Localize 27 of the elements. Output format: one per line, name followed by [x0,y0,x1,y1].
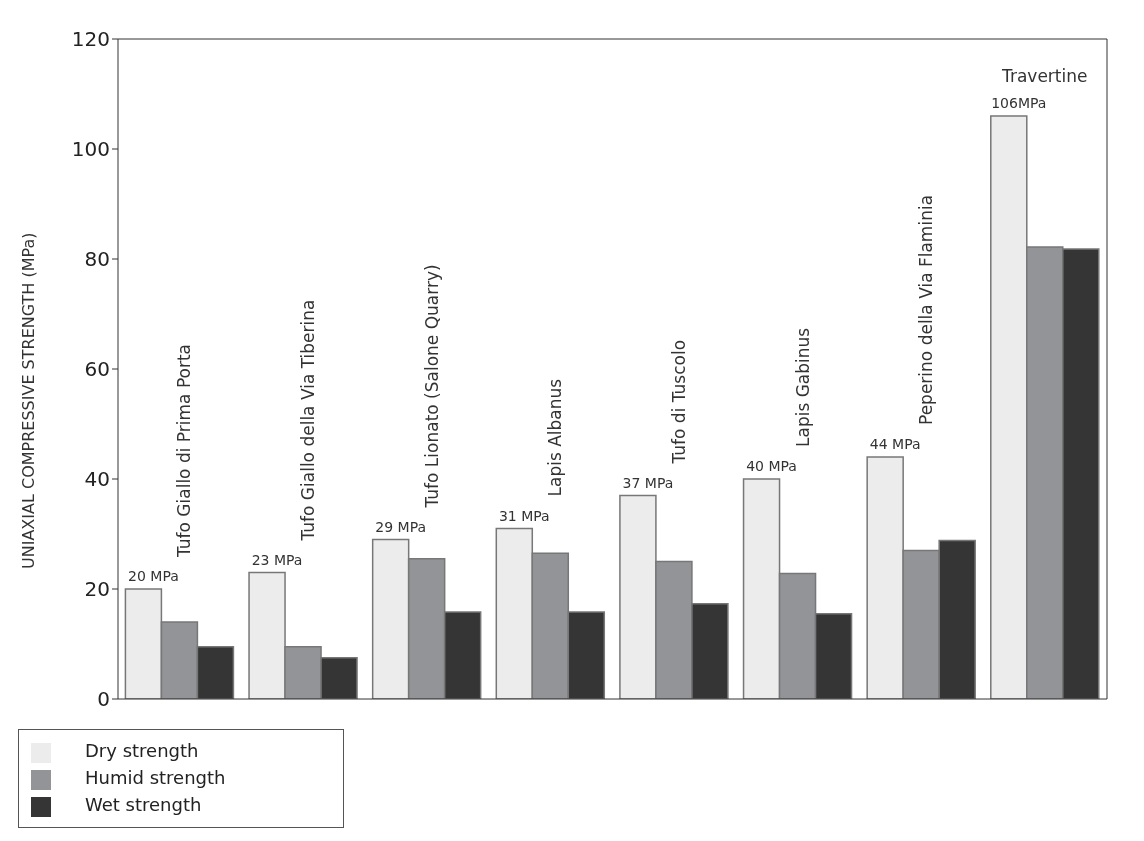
y-tick-label: 40 [84,467,110,492]
data-label: 23 MPa [251,551,303,568]
y-tick-label: 60 [84,357,110,382]
y-tick-label: 120 [71,27,110,52]
y-tick-label: 0 [97,687,110,712]
x-tick-label: Travertine [1001,66,1088,86]
legend-label: Humid strength [85,767,226,788]
x-tick-label: Peperino della Via Flaminia [916,194,937,425]
x-tick-label: Tufo di Tuscolo [668,339,689,465]
y-tick-label: 80 [84,247,110,272]
x-tick-label: Tufo Lionato (Salone Quarry) [421,264,442,509]
data-label: 106MPa [991,95,1047,111]
data-label: 37 MPa [622,474,674,491]
x-tick-label: Tufo Giallo di Prima Porta [174,343,195,558]
data-label: 44 MPa [869,436,921,452]
y-tick-label: 20 [84,577,110,602]
y-tick-label: 100 [71,137,110,162]
legend-label: Wet strength [85,794,202,815]
x-tick-label: Lapis Albanus [545,378,566,497]
legend-label: Dry strength [85,740,199,761]
y-axis-title: UNIAXIAL COMPRESSIVE STRENGTH (MPa) [18,232,38,569]
data-label: 29 MPa [375,518,427,535]
x-tick-label: Lapis Gabinus [792,327,813,447]
data-label: 31 MPa [498,507,550,524]
data-label: 40 MPa [746,458,797,474]
x-tick-label: Tufo Giallo della Via Tiberina [298,299,319,542]
data-label: 20 MPa [128,568,179,584]
